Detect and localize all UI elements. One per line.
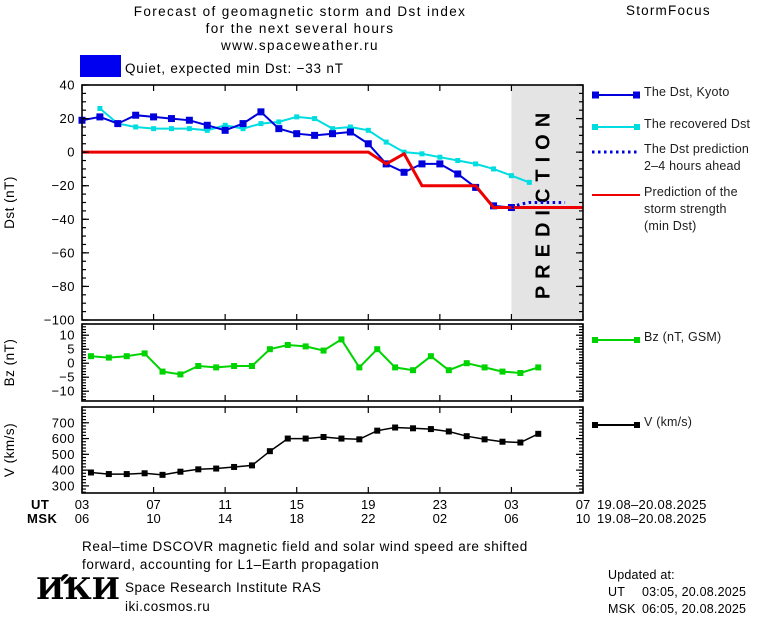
- svg-text:−60: −60: [51, 245, 75, 260]
- ut-axis-label: UT: [31, 497, 50, 512]
- legend-label-line: (min Dst): [644, 219, 697, 233]
- svg-text:−20: −20: [51, 178, 75, 193]
- storm-strength-line-swatch: [592, 194, 640, 196]
- note-line-1: Real–time DSCOVR magnetic field and sola…: [82, 539, 528, 554]
- updated-ut-tz: UT: [608, 585, 626, 599]
- dst-prediction-dotted-swatch: [592, 150, 640, 154]
- svg-text:5: 5: [67, 342, 75, 357]
- x-tick-label: 14: [217, 511, 233, 526]
- x-axis-ut-row: UT 19.08–20.08.2025 03 07 11 15 19 23 03 07: [0, 497, 760, 512]
- legend-recovered-dst: The recovered Dst: [592, 116, 750, 133]
- x-tick-label: 19: [361, 497, 376, 512]
- updated-ut-value: 03:05, 20.08.2025: [642, 585, 747, 599]
- legend-label-line: 2–4 hours ahead: [644, 159, 741, 173]
- quiet-status-label: Quiet, expected min Dst: −33 nT: [125, 61, 344, 76]
- legend-bz: Bz (nT, GSM): [592, 329, 721, 346]
- legend-label-line: V (km/s): [644, 415, 693, 429]
- svg-text:−80: −80: [51, 279, 75, 294]
- institute-name: Space Research Institute RAS: [125, 580, 322, 595]
- updated-label: Updated at:: [608, 568, 675, 582]
- svg-text:−100: −100: [44, 313, 75, 328]
- legend-dst-prediction: The Dst prediction 2–4 hours ahead: [592, 141, 749, 175]
- propagation-note: Real–time DSCOVR magnetic field and sola…: [82, 538, 528, 573]
- svg-text:700: 700: [52, 415, 75, 430]
- x-tick-label: 10: [575, 511, 591, 526]
- svg-text:300: 300: [52, 478, 75, 493]
- iki-logo-text: ИКИ: [36, 572, 120, 607]
- x-tick-label: 22: [361, 511, 376, 526]
- updated-ut-row: UT 03:05, 20.08.2025: [608, 584, 746, 601]
- title-line-2: for the next several hours: [205, 21, 395, 36]
- legend-label-line: storm strength: [644, 202, 727, 216]
- svg-text:40: 40: [60, 78, 75, 93]
- svg-text:400: 400: [52, 463, 75, 478]
- x-tick-label: 07: [575, 497, 591, 512]
- svg-text:PREDICTION: PREDICTION: [532, 106, 554, 299]
- recovered-dst-line-swatch: [592, 124, 640, 130]
- ut-date-range: 19.08–20.08.2025: [597, 497, 707, 512]
- x-tick-label: 10: [146, 511, 161, 526]
- site-url: www.spaceweather.ru: [221, 38, 379, 53]
- x-axis-msk-row: MSK 19.08–20.08.2025 06 10 14 18 22 02 06 10: [0, 511, 760, 526]
- iki-logo-orbit-mark: [61, 574, 71, 584]
- msk-date-range: 19.08–20.08.2025: [597, 511, 707, 526]
- x-tick-label: 15: [289, 497, 304, 512]
- updated-msk-tz: MSK: [608, 602, 636, 616]
- svg-text:0: 0: [67, 356, 75, 371]
- x-tick-label: 03: [74, 497, 90, 512]
- x-tick-label: 02: [432, 511, 448, 526]
- title-line-1: Forecast of geomagnetic storm and Dst in…: [133, 4, 467, 19]
- dst-chart: PREDICTION 40 20 0 −20 −40 −60 −80 −100 Dst (nT): [2, 78, 584, 328]
- institute-block: Space Research Institute RAS iki.cosmos.…: [125, 578, 321, 616]
- svg-text:500: 500: [52, 447, 75, 462]
- legend-label-line: Prediction of the: [644, 185, 738, 199]
- legend-label-line: Bz (nT, GSM): [644, 330, 722, 344]
- svg-text:0: 0: [67, 145, 75, 160]
- svg-text:−10: −10: [51, 384, 75, 399]
- x-tick-label: 23: [432, 497, 448, 512]
- updated-msk-row: MSK 06:05, 20.08.2025: [608, 601, 746, 618]
- svg-text:600: 600: [52, 431, 75, 446]
- iki-logo: ИКИ: [36, 574, 120, 606]
- x-tick-label: 18: [289, 511, 304, 526]
- x-tick-label: 06: [504, 511, 519, 526]
- page-title: Forecast of geomagnetic storm and Dst in…: [0, 3, 600, 54]
- svg-text:−5: −5: [59, 370, 75, 385]
- legend-v: V (km/s): [592, 414, 692, 431]
- x-tick-label: 06: [74, 511, 90, 526]
- msk-axis-label: MSK: [27, 511, 58, 526]
- legend-storm-strength: Prediction of the storm strength (min Dst): [592, 184, 738, 235]
- brand-stormfocus: StormFocus: [626, 3, 711, 18]
- legend-label-line: The recovered Dst: [644, 117, 751, 131]
- svg-text:V (km/s): V (km/s): [2, 423, 17, 477]
- legend-dst-kyoto: The Dst, Kyoto: [592, 84, 729, 101]
- x-tick-label: 11: [218, 497, 232, 512]
- x-tick-label: 07: [146, 497, 161, 512]
- svg-text:−40: −40: [51, 212, 75, 227]
- updated-block: Updated at: UT 03:05, 20.08.2025 MSK 06:05…: [608, 567, 746, 618]
- x-tick-label: 03: [504, 497, 519, 512]
- dst-kyoto-line-swatch: [592, 91, 640, 99]
- updated-msk-value: 06:05, 20.08.2025: [642, 602, 747, 616]
- svg-text:10: 10: [60, 328, 75, 343]
- svg-text:Dst (nT): Dst (nT): [2, 176, 17, 229]
- legend-label-line: The Dst, Kyoto: [644, 85, 730, 99]
- institute-site: iki.cosmos.ru: [125, 599, 211, 614]
- legend-label-line: The Dst prediction: [644, 142, 750, 156]
- svg-text:Bz (nT): Bz (nT): [2, 339, 17, 387]
- bz-line-swatch: [592, 337, 640, 343]
- svg-text:20: 20: [60, 111, 75, 126]
- v-line-swatch: [592, 422, 640, 428]
- quiet-status-swatch: [80, 55, 121, 77]
- note-line-2: forward, accounting for L1–Earth propaga…: [82, 556, 380, 572]
